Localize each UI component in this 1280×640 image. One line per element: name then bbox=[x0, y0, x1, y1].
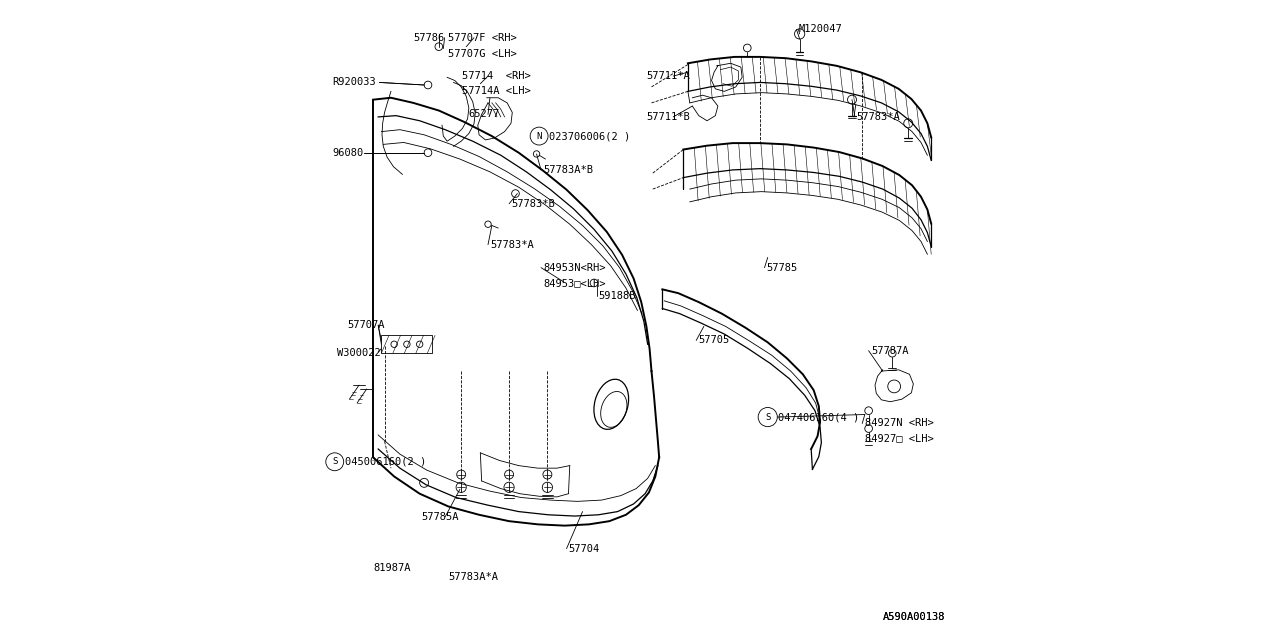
Text: W300022: W300022 bbox=[337, 348, 380, 358]
Text: A590A00138: A590A00138 bbox=[883, 612, 945, 622]
Text: M120047: M120047 bbox=[799, 24, 842, 35]
Text: 047406160(4 ): 047406160(4 ) bbox=[778, 412, 859, 422]
Text: 57785A: 57785A bbox=[421, 512, 460, 522]
Text: 57704: 57704 bbox=[568, 543, 600, 554]
Text: 57783*B: 57783*B bbox=[511, 199, 554, 209]
Text: 84927N <RH>: 84927N <RH> bbox=[865, 419, 933, 428]
Text: 57787A: 57787A bbox=[872, 346, 909, 356]
Text: S: S bbox=[332, 457, 338, 467]
Text: 57707A: 57707A bbox=[347, 320, 385, 330]
Text: 57711*A: 57711*A bbox=[646, 71, 690, 81]
Text: 84953□<LH>: 84953□<LH> bbox=[543, 278, 605, 288]
Text: 84927□ <LH>: 84927□ <LH> bbox=[865, 433, 933, 443]
Bar bbox=[381, 335, 433, 353]
Text: 57785: 57785 bbox=[767, 262, 797, 273]
Text: 045006160(2 ): 045006160(2 ) bbox=[346, 457, 426, 467]
Text: N: N bbox=[536, 132, 541, 141]
Text: 57707F <RH>: 57707F <RH> bbox=[448, 33, 517, 43]
Text: 57707G <LH>: 57707G <LH> bbox=[448, 49, 517, 60]
Text: 57705: 57705 bbox=[699, 335, 730, 346]
Text: 65277: 65277 bbox=[468, 109, 500, 120]
Text: 59188B: 59188B bbox=[599, 291, 636, 301]
Text: 57783*A: 57783*A bbox=[856, 112, 900, 122]
Text: 96080: 96080 bbox=[333, 148, 364, 157]
Text: 57714  <RH>: 57714 <RH> bbox=[462, 71, 531, 81]
Text: 023706006(2 ): 023706006(2 ) bbox=[549, 131, 631, 141]
Text: S: S bbox=[765, 413, 771, 422]
Text: 57783*A: 57783*A bbox=[490, 239, 534, 250]
Text: 57783A*B: 57783A*B bbox=[543, 165, 593, 175]
Text: 81987A: 81987A bbox=[372, 563, 411, 573]
Text: R920033: R920033 bbox=[333, 77, 376, 88]
Text: 57711*B: 57711*B bbox=[646, 112, 690, 122]
Text: A590A00138: A590A00138 bbox=[883, 612, 945, 622]
Text: 57714A <LH>: 57714A <LH> bbox=[462, 86, 531, 97]
Text: 84953N<RH>: 84953N<RH> bbox=[543, 262, 605, 273]
Text: 57786: 57786 bbox=[413, 33, 444, 43]
Text: 57783A*A: 57783A*A bbox=[448, 572, 498, 582]
